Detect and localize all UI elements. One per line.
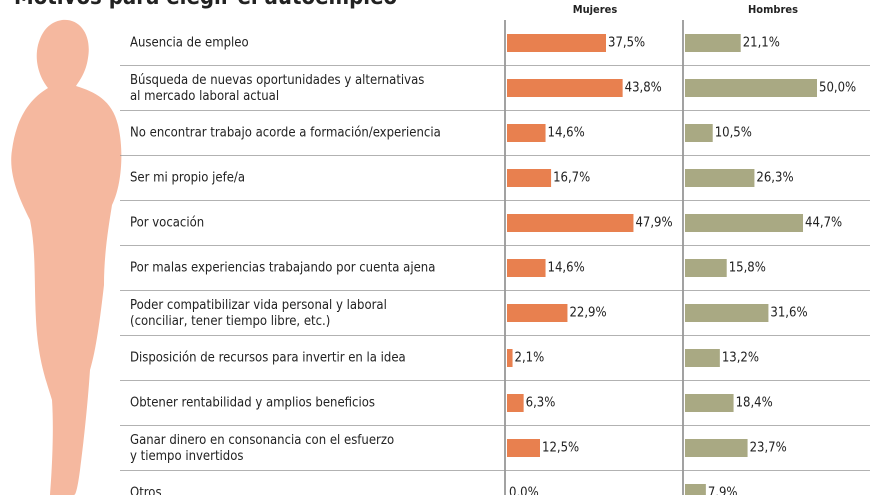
value-label: 22,9% — [569, 306, 606, 321]
category-label: Búsqueda de nuevas oportunidades y alter… — [130, 73, 424, 104]
value-label: 31,6% — [770, 306, 807, 321]
bar — [685, 439, 748, 457]
category-label: Ausencia de empleo — [130, 36, 249, 51]
value-label: 7,9% — [708, 486, 738, 495]
category-label: Obtener rentabilidad y amplios beneficio… — [130, 396, 375, 411]
value-label: 15,8% — [729, 261, 766, 276]
legend-label: Hombres — [748, 3, 798, 16]
value-label: 10,5% — [715, 126, 752, 141]
value-label: 2,1% — [515, 351, 545, 366]
value-label: 47,9% — [635, 216, 672, 231]
value-label: 23,7% — [750, 441, 787, 456]
category-label: Poder compatibilizar vida personal y lab… — [130, 298, 387, 329]
bar — [685, 124, 713, 142]
category-label: Por malas experiencias trabajando por cu… — [130, 261, 435, 276]
woman-silhouette — [11, 19, 122, 495]
bar — [507, 259, 546, 277]
value-label: 43,8% — [625, 81, 662, 96]
value-label: 18,4% — [736, 396, 773, 411]
bar — [685, 349, 720, 367]
bar — [507, 439, 540, 457]
category-label: Ganar dinero en consonancia con el esfue… — [130, 433, 394, 464]
value-label: 26,3% — [756, 171, 793, 186]
bar — [685, 259, 727, 277]
bar — [685, 304, 769, 322]
chart-title: Motivos para elegir el autoempleo — [14, 0, 397, 10]
bar — [507, 34, 606, 52]
bar — [507, 124, 546, 142]
bar — [685, 394, 734, 412]
value-label: 12,5% — [542, 441, 579, 456]
value-label: 14,6% — [548, 126, 585, 141]
category-label: No encontrar trabajo acorde a formación/… — [130, 126, 441, 141]
bar — [507, 169, 552, 187]
bar — [507, 214, 634, 232]
bar — [685, 79, 817, 97]
bar — [507, 394, 524, 412]
category-label: Disposición de recursos para invertir en… — [130, 351, 406, 366]
bar — [685, 214, 804, 232]
bar — [685, 484, 706, 495]
value-label: 37,5% — [608, 36, 645, 51]
category-label: Ser mi propio jefe/a — [130, 171, 245, 186]
value-label: 0,0% — [509, 486, 539, 495]
category-label: Otros — [130, 486, 162, 495]
value-label: 6,3% — [526, 396, 556, 411]
bar — [685, 34, 741, 52]
bar — [685, 169, 755, 187]
category-label: Por vocación — [130, 216, 204, 231]
value-label: 44,7% — [805, 216, 842, 231]
bar — [507, 304, 568, 322]
bar — [507, 79, 623, 97]
value-label: 14,6% — [548, 261, 585, 276]
legend-label: Mujeres — [573, 3, 618, 16]
value-label: 13,2% — [722, 351, 759, 366]
value-label: 21,1% — [743, 36, 780, 51]
bar — [507, 349, 513, 367]
value-label: 50,0% — [819, 81, 856, 96]
value-label: 16,7% — [553, 171, 590, 186]
